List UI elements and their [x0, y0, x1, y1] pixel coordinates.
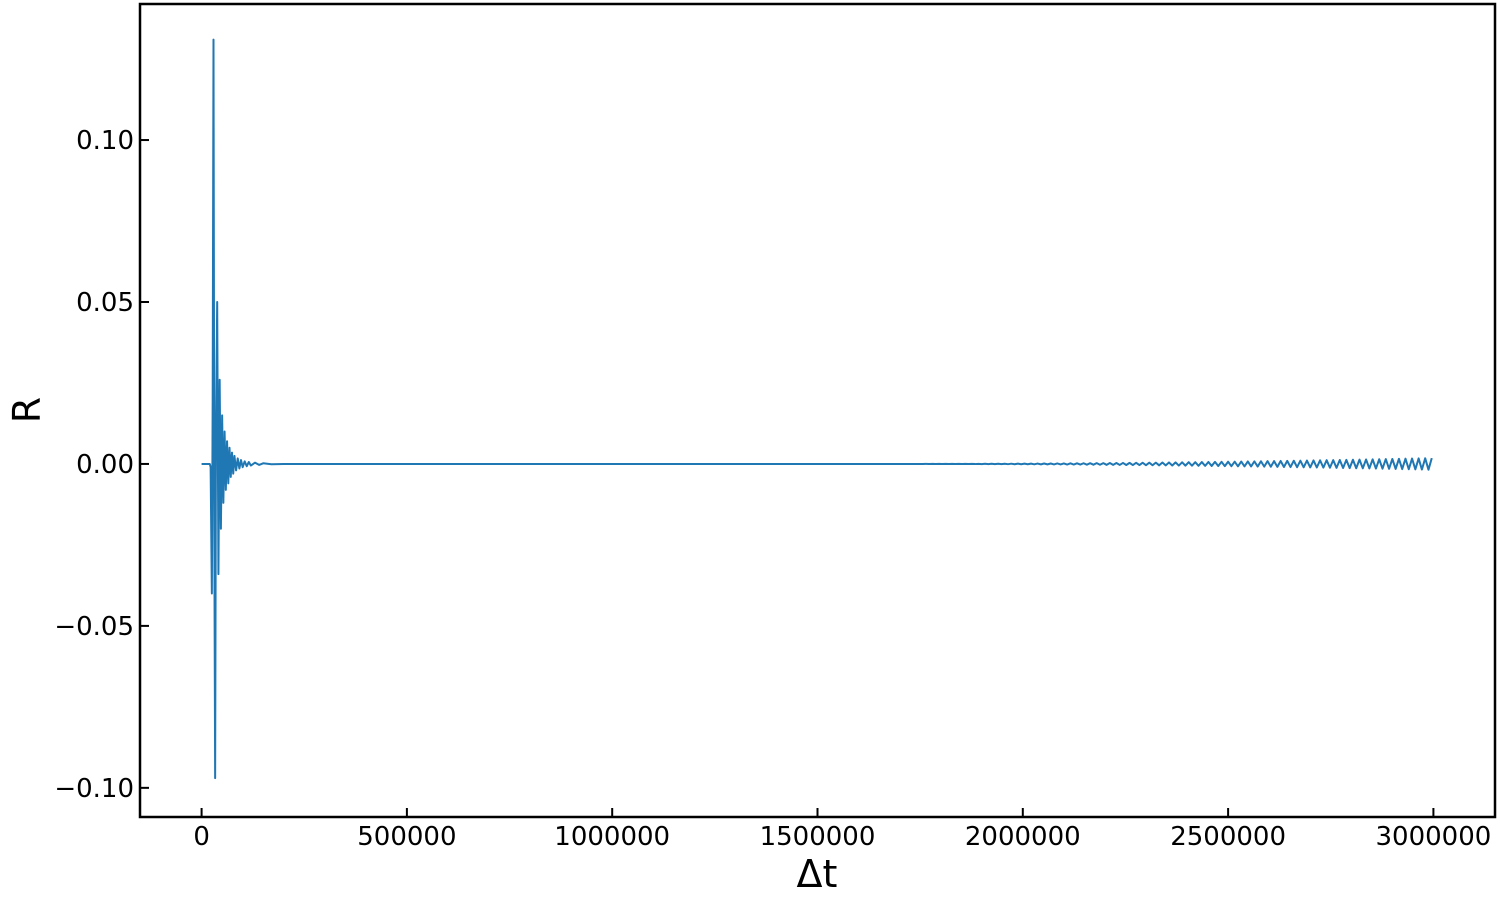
y-axis: 0.10 0.05 0.00 −0.05 −0.10 [54, 126, 149, 804]
x-tick-label: 1000000 [554, 822, 670, 852]
x-tick-label: 2500000 [1170, 822, 1286, 852]
x-tick-label: 1500000 [760, 822, 876, 852]
y-tick-label: 0.10 [76, 126, 134, 156]
series-line [201, 38, 1433, 780]
x-tick-label: 0 [193, 822, 210, 852]
y-tick-label: −0.10 [54, 774, 134, 804]
series-layer [201, 38, 1433, 780]
x-axis-label: Δt [797, 852, 838, 896]
x-tick-label: 500000 [357, 822, 456, 852]
y-tick-label: −0.05 [54, 612, 134, 642]
plot-frame [138, 2, 1497, 819]
y-tick-label: 0.05 [76, 288, 134, 318]
x-axis: 0 500000 1000000 1500000 2000000 2500000 30000… [193, 808, 1491, 852]
x-tick-label: 2000000 [965, 822, 1081, 852]
y-tick-label: 0.00 [76, 450, 134, 480]
y-axis-label: R [5, 397, 49, 423]
x-tick-label: 3000000 [1376, 822, 1492, 852]
